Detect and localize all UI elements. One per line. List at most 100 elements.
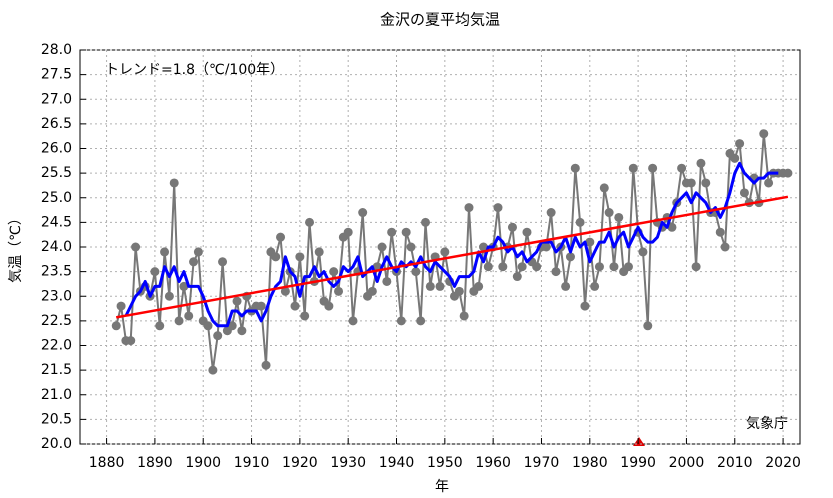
y-tick-label: 27.0	[41, 91, 72, 107]
y-tick-label: 25.0	[41, 190, 72, 206]
data-point	[614, 212, 624, 222]
data-point	[546, 208, 556, 218]
data-point	[599, 183, 609, 193]
data-point	[764, 178, 774, 188]
x-tick-label: 1880	[89, 455, 125, 471]
data-point	[324, 301, 334, 311]
data-point	[401, 227, 411, 237]
y-tick-label: 24.0	[41, 239, 72, 255]
data-point	[164, 291, 174, 301]
data-point	[483, 262, 493, 272]
data-point	[648, 163, 658, 173]
data-point	[623, 262, 633, 272]
data-point	[111, 321, 121, 331]
data-point	[276, 232, 286, 242]
data-point	[280, 286, 290, 296]
data-point	[416, 316, 426, 326]
data-point	[696, 158, 706, 168]
data-point	[300, 311, 310, 321]
y-tick-label: 25.5	[41, 165, 72, 181]
data-point	[116, 301, 126, 311]
data-point	[367, 286, 377, 296]
data-point	[512, 272, 522, 282]
data-point	[126, 336, 136, 346]
data-point	[565, 252, 575, 262]
data-point	[256, 301, 266, 311]
chart-title: 金沢の夏平均気温	[380, 11, 500, 29]
data-point	[686, 178, 696, 188]
data-point	[604, 208, 614, 218]
data-point	[218, 257, 228, 267]
data-point	[532, 262, 542, 272]
data-point	[406, 242, 416, 252]
data-point	[425, 281, 435, 291]
x-tick-label: 1980	[572, 455, 608, 471]
x-tick-label: 1930	[330, 455, 366, 471]
data-point	[522, 227, 532, 237]
data-point	[715, 227, 725, 237]
data-point	[720, 242, 730, 252]
data-point	[739, 188, 749, 198]
data-point	[227, 321, 237, 331]
data-point	[643, 321, 653, 331]
data-point	[213, 331, 223, 341]
data-point	[638, 247, 648, 257]
source-annotation: 気象庁	[746, 416, 788, 432]
trend-annotation: トレンド=1.8（℃/100年）	[105, 62, 284, 78]
data-point	[150, 267, 160, 277]
series-line	[124, 161, 779, 328]
data-point	[783, 168, 793, 178]
data-point	[575, 217, 585, 227]
data-point	[474, 281, 484, 291]
data-point	[261, 360, 271, 370]
x-tick-label: 1890	[137, 455, 173, 471]
data-point	[667, 222, 677, 232]
data-point	[237, 326, 247, 336]
data-point	[478, 242, 488, 252]
data-point	[464, 203, 474, 213]
y-tick-label: 26.5	[41, 116, 72, 132]
data-point	[343, 227, 353, 237]
data-point	[295, 252, 305, 262]
data-point	[208, 365, 218, 375]
data-point	[459, 311, 469, 321]
y-tick-label: 26.0	[41, 141, 72, 157]
data-point	[179, 281, 189, 291]
event-marker	[633, 437, 645, 446]
data-point	[387, 227, 397, 237]
data-point	[421, 217, 431, 227]
data-point	[396, 316, 406, 326]
data-point	[174, 316, 184, 326]
data-point	[348, 316, 358, 326]
data-point	[271, 252, 281, 262]
y-tick-label: 21.0	[41, 387, 72, 403]
x-tick-label: 1920	[282, 455, 318, 471]
x-tick-label: 2010	[717, 455, 753, 471]
data-point	[169, 178, 179, 188]
data-point	[305, 217, 315, 227]
y-tick-label: 23.0	[41, 288, 72, 304]
data-point	[382, 276, 392, 286]
data-point	[155, 321, 165, 331]
y-tick-label: 21.5	[41, 362, 72, 378]
x-tick-label: 2000	[669, 455, 705, 471]
data-point	[203, 321, 213, 331]
data-point	[435, 281, 445, 291]
trend-line	[115, 195, 789, 319]
data-point	[561, 281, 571, 291]
data-point	[454, 286, 464, 296]
data-point	[377, 242, 387, 252]
y-tick-label: 20.5	[41, 411, 72, 427]
data-point	[541, 242, 551, 252]
y-tick-label: 28.0	[41, 42, 72, 58]
x-tick-label: 1910	[234, 455, 270, 471]
data-point	[585, 237, 595, 247]
data-point	[493, 203, 503, 213]
data-point	[329, 267, 339, 277]
y-tick-label: 23.5	[41, 264, 72, 280]
data-point	[517, 262, 527, 272]
y-tick-label: 27.5	[41, 67, 72, 83]
data-point	[590, 281, 600, 291]
data-point	[594, 262, 604, 272]
data-point	[735, 139, 745, 149]
